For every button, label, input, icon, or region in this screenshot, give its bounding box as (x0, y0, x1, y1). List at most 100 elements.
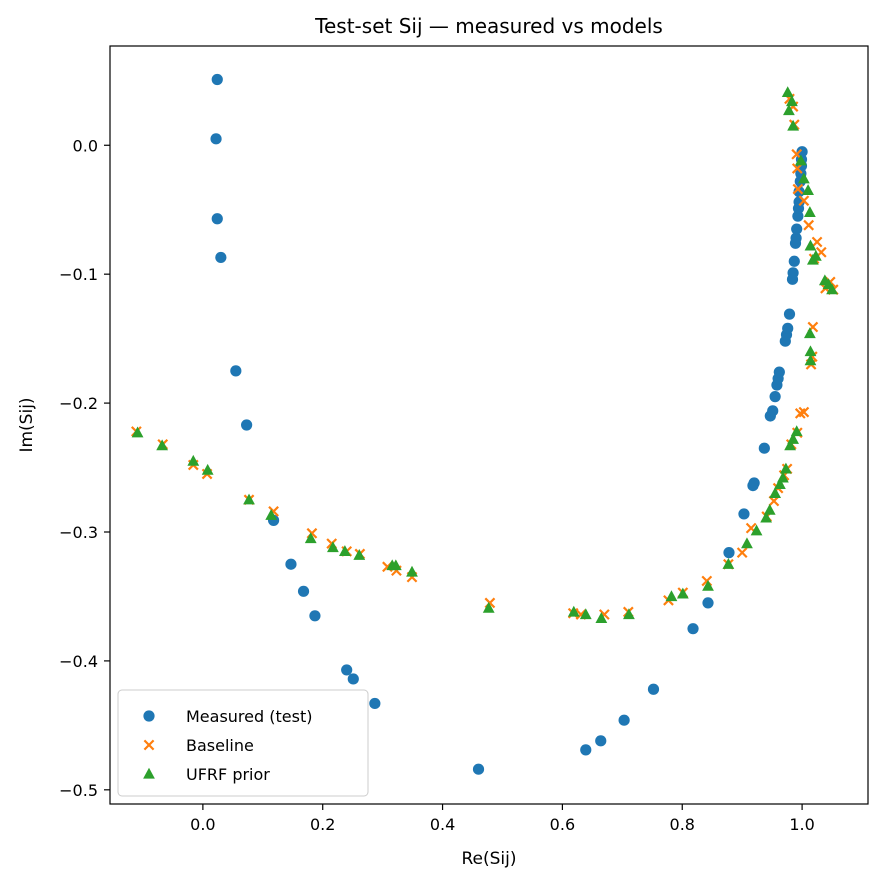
ufrf-prior-point (201, 463, 214, 475)
legend: Measured (test) Baseline UFRF prior (117, 689, 369, 797)
ufrf-prior-point (803, 206, 816, 217)
x-axis-label: Re(Sij) (461, 849, 516, 869)
y-tick-label: −0.1 (59, 265, 98, 284)
ufrf-prior-point (579, 608, 592, 620)
baseline-point (798, 406, 810, 418)
measured-point (687, 623, 699, 635)
ufrf-prior-point (784, 439, 796, 451)
measured-point (791, 223, 803, 235)
measured-point (769, 391, 781, 403)
x-tick-label: 0.4 (430, 815, 455, 834)
ufrf-prior-point (567, 605, 580, 617)
ufrf-prior-point (243, 493, 255, 505)
ufrf-prior-point (760, 511, 773, 523)
ufrf-prior-point (702, 579, 714, 591)
plot-frame (109, 45, 869, 805)
ufrf-prior-point (339, 545, 351, 556)
measured-point (341, 664, 353, 676)
ufrf-prior-point (809, 249, 822, 261)
y-axis-label: Im(Sij) (17, 397, 37, 452)
ufrf-prior-point (769, 487, 782, 498)
x-tick-label: 0.6 (550, 815, 575, 834)
baseline-point (768, 495, 780, 507)
ufrf-prior-point (406, 565, 418, 577)
ufrf-prior-point (777, 471, 789, 483)
measured-point (788, 255, 800, 267)
ufrf-prior-point (327, 541, 339, 553)
ufrf-prior-point (722, 558, 735, 569)
ufrf-prior-point (187, 454, 200, 466)
ufrf-prior-point (780, 462, 792, 474)
ufrf-prior-point (353, 549, 366, 560)
measured-point (796, 146, 808, 158)
ufrf-prior-point (482, 601, 495, 613)
x-tick-label: 0.8 (670, 815, 695, 834)
measured-point (738, 508, 750, 520)
ufrf-prior-point (781, 86, 794, 98)
legend-measured-marker (143, 710, 155, 722)
measured-point (580, 744, 592, 756)
ufrf-prior-point (783, 104, 795, 116)
measured-point (647, 683, 660, 695)
plot-marks (130, 73, 839, 775)
measured-point (241, 419, 253, 431)
baseline-point (791, 163, 803, 174)
baseline-point (798, 195, 810, 207)
measured-point (783, 308, 796, 320)
ufrf-prior-point (763, 503, 776, 515)
ufrf-prior-point (265, 509, 278, 520)
ufrf-prior-point (131, 426, 144, 438)
measured-point (782, 322, 794, 334)
measured-point (210, 133, 222, 145)
ufrf-prior-point (741, 537, 753, 549)
ufrf-prior-point (786, 95, 798, 107)
measured-point (702, 597, 714, 609)
baseline-point (792, 183, 804, 195)
ufrf-prior-point (623, 608, 635, 620)
baseline-point (803, 219, 815, 231)
x-axis: 0.0 0.2 0.4 0.6 0.8 1.0 (190, 804, 815, 834)
ufrf-prior-point (389, 559, 402, 571)
ufrf-prior-point (787, 432, 799, 444)
measured-point (215, 251, 227, 264)
ufrf-prior-point (156, 439, 169, 451)
ufrf-prior-point (797, 172, 810, 184)
measured-point (285, 558, 297, 570)
ufrf-prior-point (804, 239, 817, 251)
ufrf-prior-point (790, 425, 803, 437)
ufrf-prior-point (595, 612, 608, 624)
measured-point (369, 697, 381, 710)
measured-point (309, 610, 321, 622)
ufrf-prior-point (787, 119, 799, 131)
measured-point (773, 366, 785, 378)
ufrf-prior-point (804, 345, 817, 357)
legend-ufrf-prior-marker (143, 767, 155, 779)
measured-point (787, 267, 799, 279)
baseline-point (736, 547, 748, 558)
measured-point (211, 73, 223, 86)
baseline-point (811, 236, 823, 248)
measured-point (758, 442, 770, 454)
x-tick-label: 1.0 (789, 815, 814, 834)
ufrf-prior-point (794, 154, 807, 166)
series-triangle (131, 86, 838, 624)
measured-point (595, 735, 607, 747)
ufrf-prior-point (803, 327, 816, 339)
y-tick-label: −0.2 (59, 394, 98, 413)
measured-point (472, 763, 485, 775)
ufrf-prior-point (750, 524, 763, 536)
legend-ufrf-prior-label: UFRF prior (186, 765, 270, 784)
legend-box (117, 689, 369, 797)
measured-point (347, 673, 359, 685)
legend-baseline-marker (143, 739, 155, 751)
ufrf-prior-point (676, 587, 689, 599)
x-tick-label: 0.2 (310, 815, 335, 834)
ufrf-prior-point (304, 532, 317, 544)
x-tick-label: 0.0 (190, 815, 215, 834)
y-tick-label: −0.3 (59, 523, 98, 542)
ufrf-prior-point (804, 354, 817, 366)
measured-point (618, 714, 630, 726)
y-tick-label: 0.0 (73, 136, 98, 155)
measured-point (723, 547, 735, 559)
